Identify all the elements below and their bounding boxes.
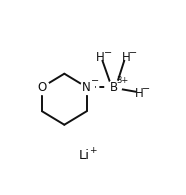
Text: H: H xyxy=(96,51,105,64)
Text: −: − xyxy=(104,48,112,58)
Text: H: H xyxy=(135,87,144,100)
Text: 3+: 3+ xyxy=(117,76,129,85)
Text: Li: Li xyxy=(78,149,89,162)
Text: +: + xyxy=(89,146,97,155)
Text: H: H xyxy=(122,51,131,64)
Text: B: B xyxy=(110,81,118,94)
Text: −: − xyxy=(142,84,150,94)
Text: N: N xyxy=(82,81,91,94)
Text: −: − xyxy=(91,76,99,86)
Text: O: O xyxy=(37,81,47,94)
Text: −: − xyxy=(129,48,138,58)
